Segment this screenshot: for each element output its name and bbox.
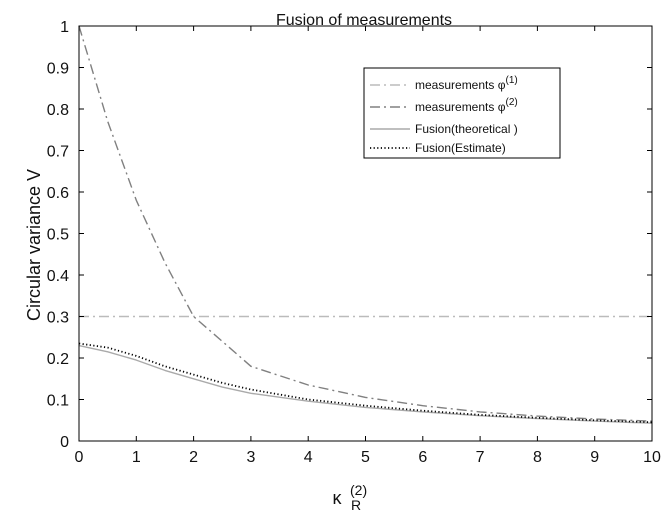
x-axis-label: κ (2) R [333,482,368,511]
legend: measurements φ(1) measurements φ(2) Fusion… [363,67,561,159]
x-tick-label: 7 [476,449,485,466]
x-tick-label: 10 [643,449,661,466]
legend-box [363,67,561,159]
y-tick-label: 0.8 [47,102,69,119]
legend-label-2: measurements φ(2) [415,97,518,114]
plot-area: 0 1 2 3 4 5 6 7 8 9 10 0 0.1 0.2 0.3 0.4 0.5 0.6 0.7 0.8 0.9… [47,19,661,466]
series-line-3 [78,344,653,424]
y-tick-label: 0.6 [47,185,69,202]
chart-title: Fusion of measurements [276,12,452,29]
y-tick-label: 0.3 [47,310,69,327]
y-axis-label: Circular variance V [24,169,44,321]
x-tick-label: 6 [418,449,427,466]
x-tick-label: 0 [75,449,84,466]
x-tick-label: 8 [533,449,542,466]
x-tick-label: 1 [132,449,141,466]
series-line-2 [78,25,653,422]
x-axis-label-base: κ [333,488,343,508]
x-tick-label: 5 [361,449,370,466]
x-axis-label-sub: R [351,497,361,511]
y-tick-label: 0.4 [47,268,69,285]
y-tick-label: 0.9 [47,61,69,78]
x-tick-label: 2 [189,449,198,466]
y-tick-label: 0.2 [47,351,69,368]
y-tick-label: 0.5 [47,227,69,244]
x-tick-label: 4 [304,449,313,466]
x-tick-label: 3 [246,449,255,466]
legend-label-3: Fusion(theoretical ) [415,122,518,136]
x-tick-label: 9 [590,449,599,466]
y-tick-label: 0.1 [47,393,69,410]
x-axis-label-sup: (2) [350,482,367,498]
y-tick-label: 0 [60,434,69,451]
y-tick-label: 0.7 [47,144,69,161]
legend-label-1: measurements φ(1) [415,75,518,92]
y-tick-label: 1 [60,19,69,36]
legend-label-4: Fusion(Estimate) [415,141,506,155]
